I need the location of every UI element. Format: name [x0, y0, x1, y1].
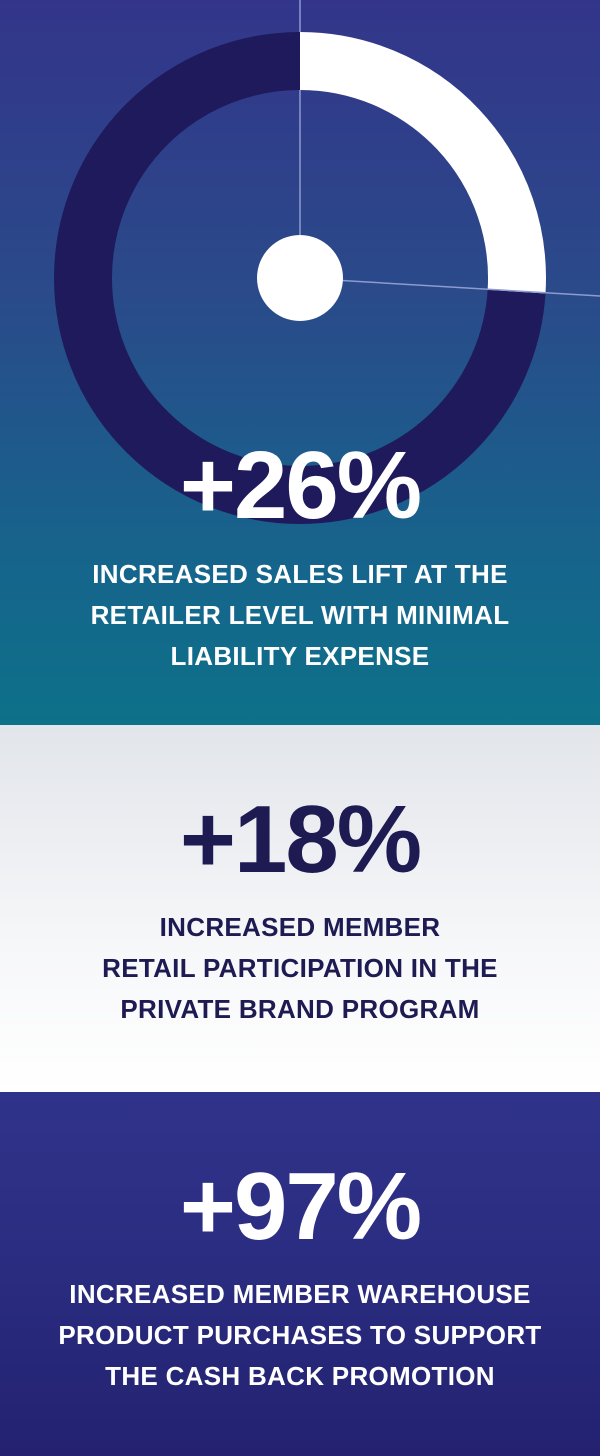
caption-line: THE CASH BACK PROMOTION	[105, 1361, 495, 1391]
caption-line: PRODUCT PURCHASES TO SUPPORT	[58, 1320, 542, 1350]
stat-section-warehouse-purchases: +97% INCREASED MEMBER WAREHOUSE PRODUCT …	[0, 1092, 600, 1456]
stat-caption: INCREASED MEMBER WAREHOUSE PRODUCT PURCH…	[0, 1274, 600, 1397]
stat-value: +18%	[179, 786, 422, 893]
donut-center-dot	[257, 235, 343, 321]
stat-value: +97%	[179, 1153, 422, 1260]
caption-line: LIABILITY EXPENSE	[170, 641, 430, 671]
stat-caption: INCREASED SALES LIFT AT THE RETAILER LEV…	[0, 554, 600, 677]
caption-line: INCREASED MEMBER	[159, 912, 441, 942]
donut-guide-line-radial	[299, 277, 600, 297]
stat-section-sales-lift: +26% INCREASED SALES LIFT AT THE RETAILE…	[0, 0, 600, 725]
stat-value: +26%	[179, 432, 422, 539]
caption-line: PRIVATE BRAND PROGRAM	[120, 994, 480, 1024]
caption-line: RETAILER LEVEL WITH MINIMAL	[90, 600, 510, 630]
caption-line: INCREASED SALES LIFT AT THE	[92, 559, 508, 589]
stat-section-member-participation: +18% INCREASED MEMBER RETAIL PARTICIPATI…	[0, 725, 600, 1092]
stat-caption: INCREASED MEMBER RETAIL PARTICIPATION IN…	[0, 907, 600, 1030]
caption-line: RETAIL PARTICIPATION IN THE	[102, 953, 498, 983]
donut-chart	[54, 0, 600, 524]
donut-highlight-arc	[299, 32, 546, 294]
caption-line: INCREASED MEMBER WAREHOUSE	[69, 1279, 531, 1309]
